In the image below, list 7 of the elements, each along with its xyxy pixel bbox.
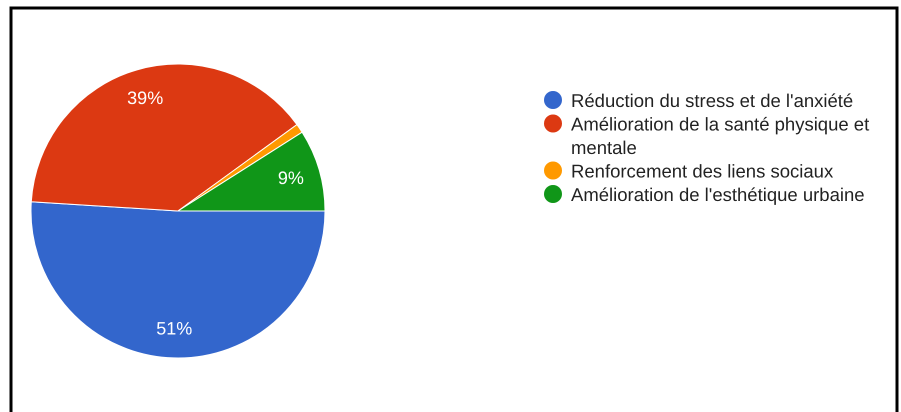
data-label: 51% (156, 318, 192, 339)
data-label: 39% (127, 88, 164, 108)
data-label: 9% (278, 168, 304, 188)
legend-label: Réduction du stress et de l'anxiété (571, 90, 854, 110)
legend-label: Amélioration de la santé physique et mentale (571, 113, 870, 158)
legend-label: Amélioration de l'esthétique urbaine (571, 184, 865, 204)
legend-label: Renforcement des liens sociaux (571, 160, 834, 181)
